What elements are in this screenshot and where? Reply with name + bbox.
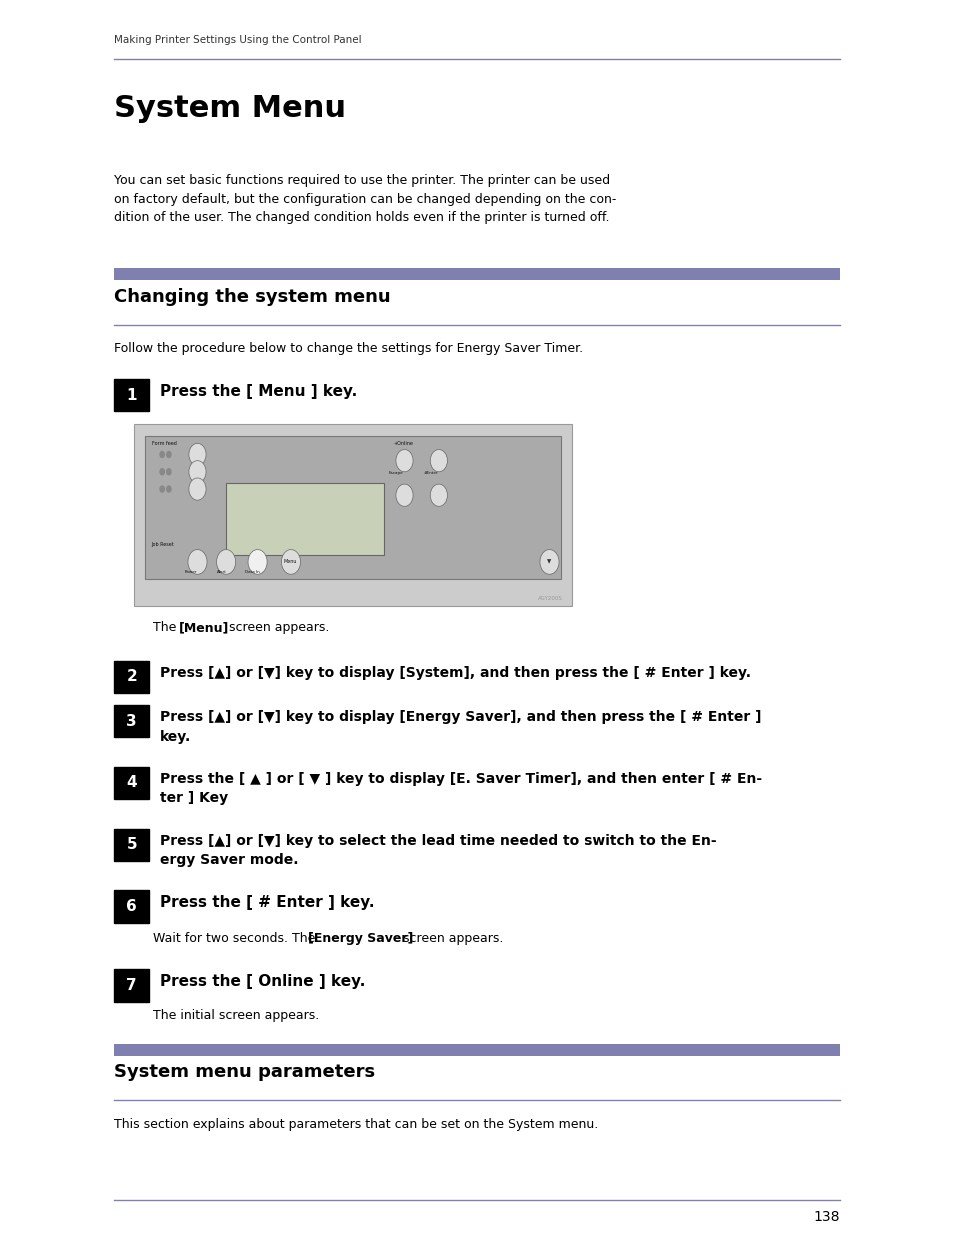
Text: Making Printer Settings Using the Control Panel: Making Printer Settings Using the Contro… [114, 35, 362, 44]
FancyBboxPatch shape [114, 829, 149, 861]
Text: Press [▲] or [▼] key to display [System], and then press the [ # Enter ] key.: Press [▲] or [▼] key to display [System]… [160, 666, 750, 679]
Text: The: The [152, 621, 180, 635]
Text: ▼: ▼ [547, 559, 551, 564]
Text: Press the [ Online ] key.: Press the [ Online ] key. [160, 974, 365, 989]
Text: 2: 2 [126, 669, 137, 684]
Text: [Menu]: [Menu] [179, 621, 230, 635]
FancyBboxPatch shape [114, 767, 149, 799]
Circle shape [395, 484, 413, 506]
Bar [133, 424, 572, 606]
Text: 5: 5 [126, 837, 137, 852]
Circle shape [166, 485, 172, 493]
Text: AGY200S: AGY200S [537, 597, 562, 601]
Text: Data In: Data In [245, 571, 259, 574]
Circle shape [159, 451, 165, 458]
Text: +Online: +Online [393, 441, 413, 446]
Circle shape [189, 478, 206, 500]
Text: System Menu: System Menu [114, 94, 346, 122]
Text: Press [▲] or [▼] key to display [Energy Saver], and then press the [ # Enter ]
k: Press [▲] or [▼] key to display [Energy … [160, 710, 761, 743]
Text: 3: 3 [126, 714, 137, 729]
Text: Press the [ ▲ ] or [ ▼ ] key to display [E. Saver Timer], and then enter [ # En-: Press the [ ▲ ] or [ ▼ ] key to display … [160, 772, 761, 805]
FancyBboxPatch shape [114, 705, 149, 737]
Circle shape [539, 550, 558, 574]
Text: 4: 4 [126, 776, 137, 790]
Text: 6: 6 [126, 899, 137, 914]
Circle shape [166, 451, 172, 458]
Text: You can set basic functions required to use the printer. The printer can be used: You can set basic functions required to … [114, 174, 617, 224]
Circle shape [430, 450, 447, 472]
Text: Press the [ # Enter ] key.: Press the [ # Enter ] key. [160, 895, 375, 910]
Text: System menu parameters: System menu parameters [114, 1063, 375, 1082]
Text: Press the [ Menu ] key.: Press the [ Menu ] key. [160, 384, 357, 399]
Bar [114, 1044, 839, 1056]
Text: Job Reset: Job Reset [152, 542, 174, 547]
Circle shape [216, 550, 235, 574]
FancyBboxPatch shape [114, 379, 149, 411]
Circle shape [395, 450, 413, 472]
Bar [145, 436, 560, 579]
Text: Changing the system menu: Changing the system menu [114, 288, 391, 306]
FancyBboxPatch shape [114, 969, 149, 1002]
Text: This section explains about parameters that can be set on the System menu.: This section explains about parameters t… [114, 1118, 598, 1131]
FancyBboxPatch shape [114, 661, 149, 693]
Text: 1: 1 [126, 388, 137, 403]
Text: Follow the procedure below to change the settings for Energy Saver Timer.: Follow the procedure below to change the… [114, 342, 583, 356]
Circle shape [430, 484, 447, 506]
Text: #Enter: #Enter [423, 471, 437, 474]
Circle shape [189, 461, 206, 483]
Circle shape [281, 550, 300, 574]
Text: Escape: Escape [388, 471, 402, 474]
Text: The initial screen appears.: The initial screen appears. [152, 1009, 318, 1023]
Text: Power: Power [185, 571, 197, 574]
Text: 7: 7 [126, 978, 137, 993]
Circle shape [189, 443, 206, 466]
Text: [Energy Saver]: [Energy Saver] [308, 932, 413, 946]
Text: Alert: Alert [216, 571, 226, 574]
Text: screen appears.: screen appears. [398, 932, 502, 946]
Text: Wait for two seconds. The: Wait for two seconds. The [152, 932, 318, 946]
Circle shape [159, 485, 165, 493]
Text: 138: 138 [812, 1210, 839, 1224]
Text: Menu: Menu [283, 559, 296, 564]
Bar [226, 483, 383, 555]
Text: Press [▲] or [▼] key to select the lead time needed to switch to the En-
ergy Sa: Press [▲] or [▼] key to select the lead … [160, 834, 716, 867]
Circle shape [159, 468, 165, 475]
FancyBboxPatch shape [114, 890, 149, 923]
Circle shape [166, 468, 172, 475]
Circle shape [248, 550, 267, 574]
Text: Form feed: Form feed [152, 441, 176, 446]
Bar [114, 268, 839, 280]
Circle shape [188, 550, 207, 574]
Text: screen appears.: screen appears. [225, 621, 329, 635]
